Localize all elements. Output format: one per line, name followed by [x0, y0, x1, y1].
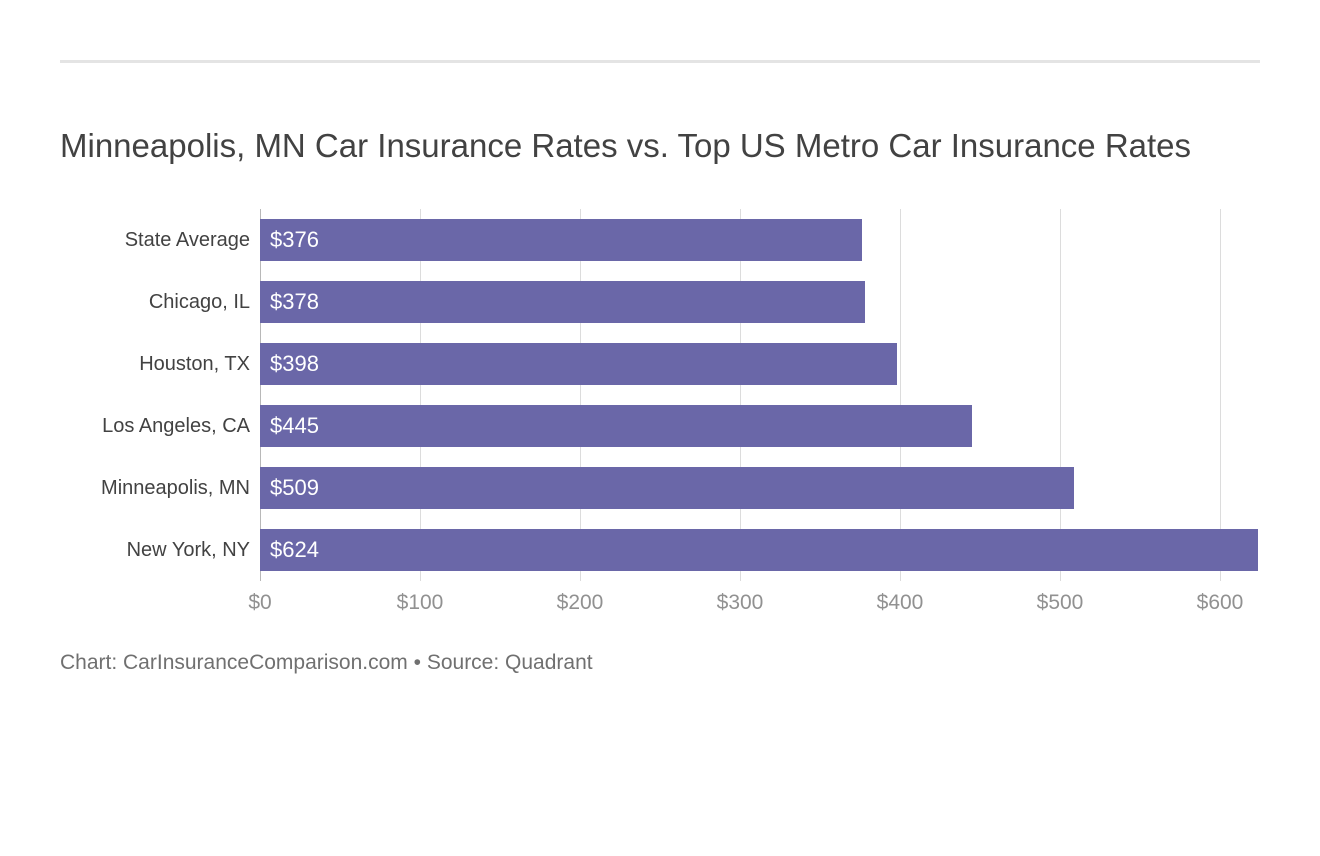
- bar: $509: [260, 467, 1074, 509]
- category-label: Houston, TX: [60, 353, 260, 376]
- grid-line: [1220, 395, 1221, 457]
- grid-line: [1060, 333, 1061, 395]
- grid-line: [900, 209, 901, 271]
- bar: $378: [260, 281, 865, 323]
- chart-row: State Average $376: [60, 209, 1260, 271]
- bar: $398: [260, 343, 897, 385]
- grid-line: [1220, 333, 1221, 395]
- grid-line: [1060, 395, 1061, 457]
- grid-line: [1220, 209, 1221, 271]
- bar-value-label: $624: [270, 537, 319, 563]
- plot-cell: $378: [260, 271, 1260, 333]
- plot-cell: $624: [260, 519, 1260, 581]
- x-tick-label: $200: [557, 591, 604, 615]
- grid-line: [1220, 271, 1221, 333]
- category-label: State Average: [60, 229, 260, 252]
- grid-line: [1220, 457, 1221, 519]
- plot-cell: $398: [260, 333, 1260, 395]
- x-axis-plot: $0$100$200$300$400$500$600: [260, 581, 1260, 621]
- x-axis-spacer: [60, 581, 260, 621]
- chart-row: Los Angeles, CA $445: [60, 395, 1260, 457]
- x-tick-label: $0: [248, 591, 271, 615]
- x-axis-row: $0 $100 $200 $300 $400 $500 $600: [60, 581, 1260, 621]
- bar: $445: [260, 405, 972, 447]
- top-divider: [60, 60, 1260, 63]
- x-tick-label: $400: [877, 591, 924, 615]
- bar: $376: [260, 219, 862, 261]
- chart-area: State Average $376 Chicago, IL $378 Houston,…: [60, 209, 1260, 621]
- x-tick-label: $500: [1037, 591, 1084, 615]
- chart-row: Minneapolis, MN $509: [60, 457, 1260, 519]
- x-tick-label: $600: [1197, 591, 1244, 615]
- bar-value-label: $376: [270, 227, 319, 253]
- plot-cell: $445: [260, 395, 1260, 457]
- category-label: Chicago, IL: [60, 291, 260, 314]
- x-tick-label: $300: [717, 591, 764, 615]
- x-tick-label: $100: [397, 591, 444, 615]
- category-label: New York, NY: [60, 539, 260, 562]
- bar: $624: [260, 529, 1258, 571]
- bar-value-label: $445: [270, 413, 319, 439]
- bars-container: State Average $376 Chicago, IL $378 Houston,…: [60, 209, 1260, 581]
- chart-row: Houston, TX $398: [60, 333, 1260, 395]
- plot-cell: $509: [260, 457, 1260, 519]
- source-line: Chart: CarInsuranceComparison.com • Sour…: [60, 651, 1260, 675]
- chart-row: New York, NY $624: [60, 519, 1260, 581]
- chart-row: Chicago, IL $378: [60, 271, 1260, 333]
- plot-cell: $376: [260, 209, 1260, 271]
- chart-title: Minneapolis, MN Car Insurance Rates vs. …: [60, 123, 1260, 169]
- category-label: Los Angeles, CA: [60, 415, 260, 438]
- bar-value-label: $398: [270, 351, 319, 377]
- bar-value-label: $378: [270, 289, 319, 315]
- grid-line: [900, 271, 901, 333]
- bar-value-label: $509: [270, 475, 319, 501]
- grid-line: [1060, 209, 1061, 271]
- category-label: Minneapolis, MN: [60, 477, 260, 500]
- grid-line: [1060, 271, 1061, 333]
- page-container: Minneapolis, MN Car Insurance Rates vs. …: [0, 0, 1320, 675]
- grid-line: [900, 333, 901, 395]
